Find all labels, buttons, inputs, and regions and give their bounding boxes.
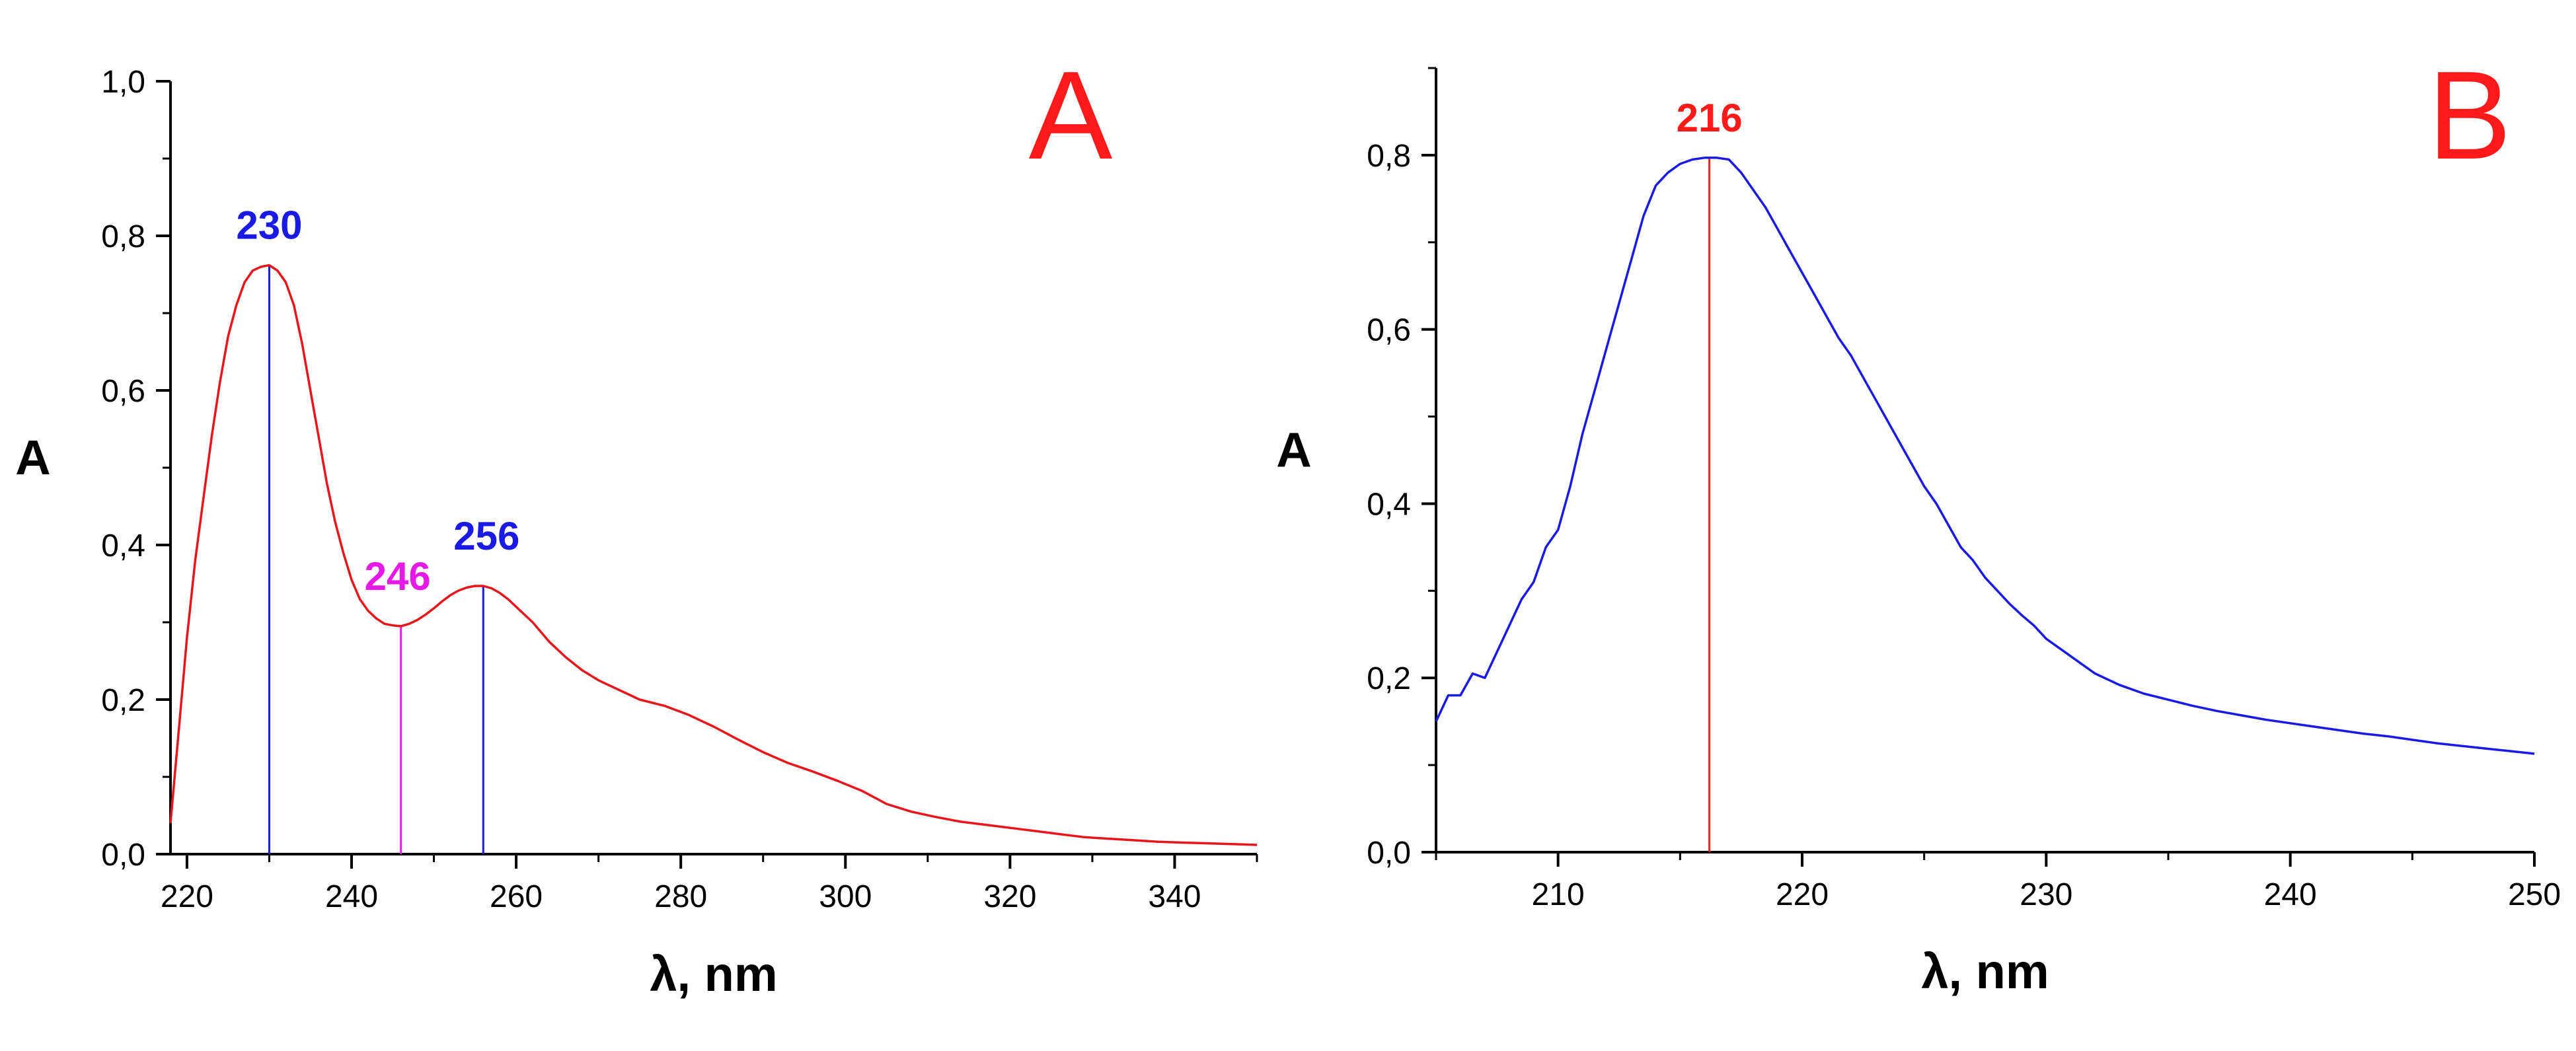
panel-a-y-tick-label: 0,6 (101, 374, 145, 409)
panel-a-x-tick-label: 300 (819, 879, 872, 914)
panel-b-chart: 210 220 230 240 250 0,0 0,2 0,4 0,6 0,8 λ, nm A B 216 (1276, 46, 2561, 999)
panel-b-x-tick-label: 210 (1532, 877, 1585, 912)
panel-b-y-tick-label: 0,2 (1367, 661, 1411, 696)
panel-a-x-tick-label: 340 (1148, 879, 1201, 914)
panel-a-x-tick-label: 260 (490, 879, 543, 914)
panel-a-x-axis-title: λ, nm (650, 947, 777, 1001)
panel-b-peak-label-216: 216 (1677, 96, 1743, 140)
panel-a-y-tick-label: 0,2 (101, 683, 145, 718)
panel-a-panel-letter: A (1029, 46, 1113, 186)
panel-a-peak-label-246: 246 (365, 554, 431, 598)
panel-b-x-tick-label: 240 (2264, 877, 2317, 912)
panel-a-spectrum-line (169, 264, 1258, 846)
panel-a-y-axis-title: A (15, 430, 50, 485)
panel-a-y-tick-label: 0,0 (101, 838, 145, 873)
panel-b-y-tick-label: 0,4 (1367, 487, 1411, 522)
panel-b-y-tick-label: 0,6 (1367, 313, 1411, 348)
panel-b-y-tick-label: 0,0 (1367, 836, 1411, 871)
panel-b-y-tick-label: 0,8 (1367, 139, 1411, 174)
panel-a-x-tick-label: 320 (983, 879, 1036, 914)
panel-b-x-tick-label: 230 (2020, 877, 2072, 912)
panel-a-chart: 220 240 260 280 300 320 340 0,0 0,2 0,4 0,6 0,8 1,0 λ… (15, 46, 1258, 1001)
panel-b-panel-letter: B (2428, 46, 2512, 186)
panel-a-peak-label-256: 256 (453, 514, 519, 558)
panel-a-x-tick-label: 240 (325, 879, 378, 914)
panel-b-spectrum-line (1435, 157, 2535, 755)
panel-a-x-tick-label: 280 (654, 879, 707, 914)
panel-a-y-tick-label: 0,8 (101, 219, 145, 254)
panel-b-x-tick-label: 220 (1776, 877, 1829, 912)
panel-b-x-tick-label: 250 (2508, 877, 2561, 912)
panel-b-x-axis-title: λ, nm (1921, 944, 2049, 999)
panel-a-y-tick-label: 1,0 (101, 65, 145, 100)
panel-a-x-tick-label: 220 (161, 879, 213, 914)
panel-a-y-tick-label: 0,4 (101, 528, 145, 563)
panel-b-y-axis-title: A (1276, 423, 1311, 478)
panel-a-peak-label-230: 230 (236, 203, 302, 247)
